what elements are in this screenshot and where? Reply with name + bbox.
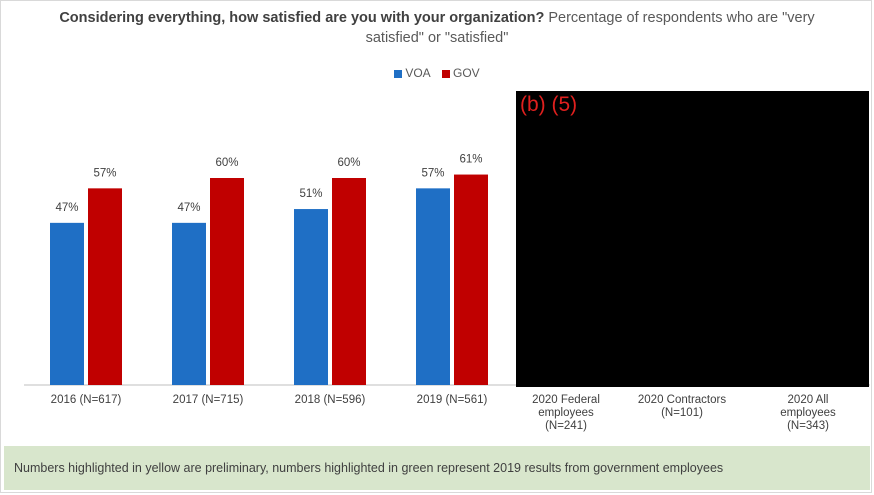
- bar-gov-2: [332, 178, 366, 385]
- category-label-6-2: (N=343): [787, 420, 829, 432]
- category-label-5-1: (N=101): [661, 407, 703, 419]
- category-label-2-0: 2018 (N=596): [295, 394, 366, 406]
- category-label-4-2: (N=241): [545, 420, 587, 432]
- bar-voa-3: [416, 188, 450, 385]
- data-label-gov-1: 60%: [215, 157, 238, 169]
- legend-item-gov: GOV: [442, 66, 480, 80]
- data-label-voa-3: 57%: [421, 167, 444, 179]
- data-label-gov-3: 61%: [459, 154, 482, 166]
- data-label-voa-2: 51%: [299, 188, 322, 200]
- data-label-gov-0: 57%: [93, 167, 116, 179]
- redaction-label: (b) (5): [520, 93, 578, 116]
- redaction-box: (b) (5): [516, 91, 869, 387]
- legend-swatch-gov: [442, 69, 450, 78]
- bar-voa-2: [294, 209, 328, 385]
- bar-gov-0: [88, 188, 122, 385]
- category-label-0-0: 2016 (N=617): [51, 394, 122, 406]
- legend-item-voa: VOA: [394, 66, 431, 80]
- chart-title: Considering everything, how satisfied ar…: [40, 8, 834, 48]
- category-label-6-0: 2020 All: [788, 394, 829, 406]
- data-label-voa-0: 47%: [55, 202, 78, 214]
- chart-subtitle: Percentage of respondents who are "very …: [365, 10, 815, 46]
- category-label-4-0: 2020 Federal: [532, 394, 600, 406]
- category-label-1-0: 2017 (N=715): [173, 394, 244, 406]
- category-label-3-0: 2019 (N=561): [417, 394, 488, 406]
- legend-label-gov: GOV: [453, 66, 480, 80]
- footer-note-text: Numbers highlighted in yellow are prelim…: [14, 461, 724, 475]
- data-label-voa-1: 47%: [177, 202, 200, 214]
- legend-swatch-voa: [394, 69, 403, 78]
- bar-gov-3: [454, 174, 488, 385]
- bar-voa-0: [50, 222, 84, 385]
- category-label-6-1: employees: [780, 407, 836, 419]
- chart-legend: VOA GOV: [0, 66, 874, 80]
- legend-label-voa: VOA: [405, 66, 431, 80]
- bar-voa-1: [172, 222, 206, 385]
- category-label-4-1: employees: [538, 407, 594, 419]
- bar-gov-1: [210, 178, 244, 385]
- category-label-5-0: 2020 Contractors: [638, 394, 726, 406]
- footer-note: Numbers highlighted in yellow are prelim…: [4, 446, 870, 490]
- chart-title-question: Considering everything, how satisfied ar…: [59, 10, 545, 26]
- data-label-gov-2: 60%: [337, 157, 360, 169]
